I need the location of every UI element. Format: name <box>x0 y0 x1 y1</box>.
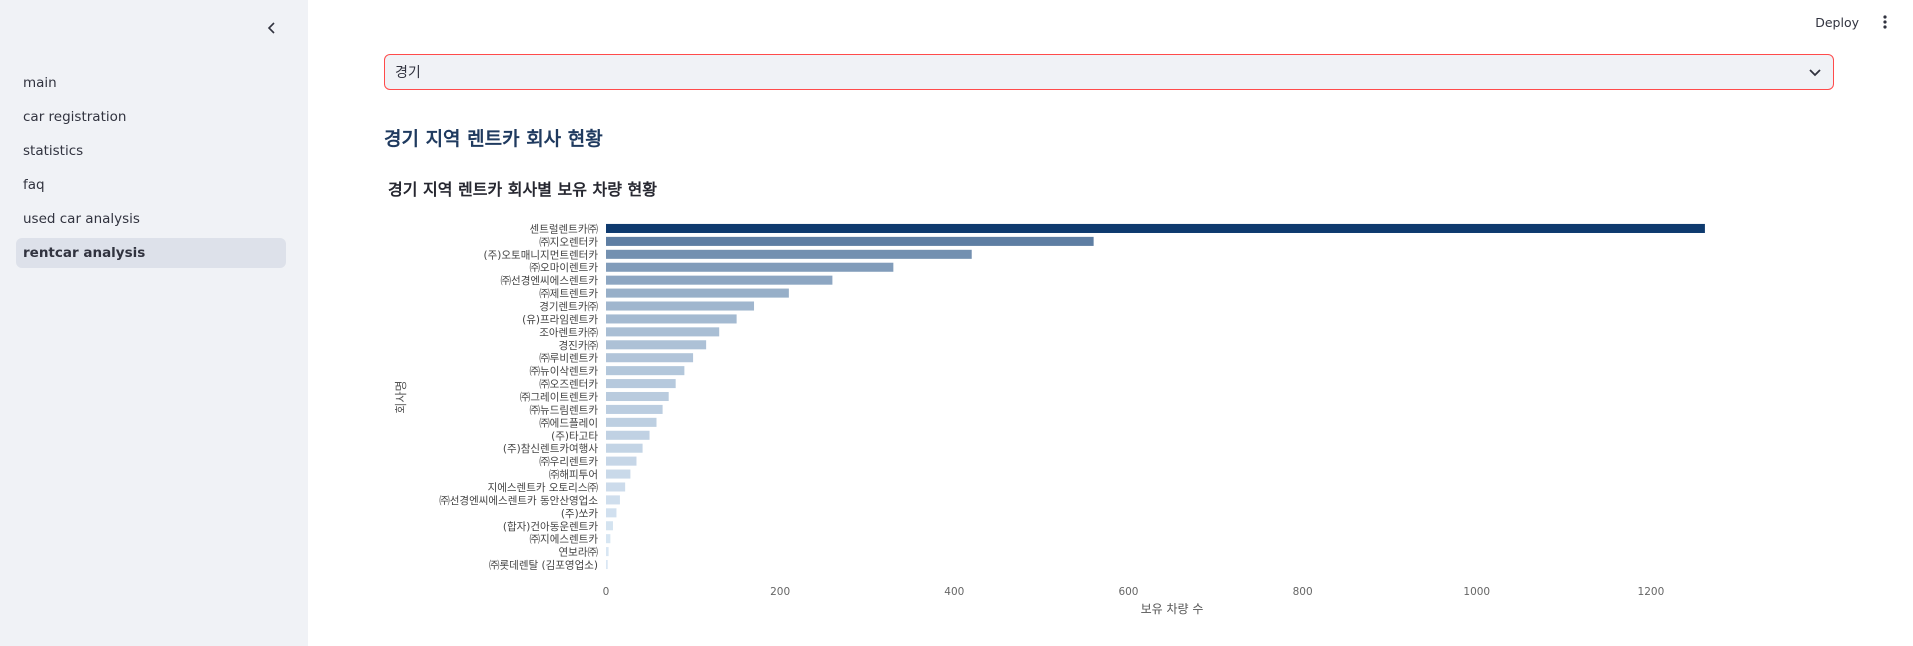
y-axis-title: 회사명 <box>394 380 408 413</box>
chart-title: 경기 지역 렌트카 회사별 보유 차량 현황 <box>388 180 657 199</box>
y-tick-label-24: ㈜지에스렌트카 <box>530 533 599 546</box>
sidebar-item-rentcar-analysis[interactable]: rentcar analysis <box>16 238 286 268</box>
bar-0 <box>606 223 1705 233</box>
sidebar-nav: main car registration statistics faq use… <box>16 68 286 272</box>
bar-3 <box>606 262 894 272</box>
chevron-left-icon <box>267 22 275 34</box>
bar-16 <box>606 430 650 440</box>
bar-19 <box>606 469 631 479</box>
bar-1 <box>606 236 1094 246</box>
x-tick-label-2: 400 <box>944 586 964 598</box>
sidebar-item-car-registration[interactable]: car registration <box>23 109 127 125</box>
y-tick-label-16: (주)타고타 <box>551 430 598 442</box>
region-select-input[interactable] <box>395 55 1775 89</box>
main-menu-button[interactable] <box>1877 12 1893 32</box>
y-tick-label-14: ㈜뉴드림렌트카 <box>530 403 599 416</box>
bar-24 <box>606 534 611 544</box>
vertical-dots-icon <box>1883 15 1887 29</box>
bar-26 <box>606 560 608 570</box>
y-tick-label-21: ㈜선경엔씨에스렌트카 동안산영업소 <box>439 494 598 507</box>
collapse-sidebar-button[interactable] <box>260 16 284 40</box>
sidebar-item-statistics[interactable]: statistics <box>23 143 84 159</box>
bar-7 <box>606 314 737 324</box>
top-bar: Deploy <box>1815 12 1893 32</box>
sidebar-item-used-car-analysis[interactable]: used car analysis <box>23 211 140 227</box>
y-tick-label-13: ㈜그레이트렌트카 <box>520 391 598 404</box>
bar-9 <box>606 340 707 350</box>
page-heading: 경기 지역 렌트카 회사 현황 <box>384 128 603 150</box>
bar-21 <box>606 495 620 505</box>
bar-13 <box>606 391 669 402</box>
sidebar-item-faq[interactable]: faq <box>23 177 45 193</box>
bar-17 <box>606 443 643 453</box>
y-tick-label-22: (주)쏘카 <box>561 508 599 520</box>
y-tick-label-2: (주)오토매니지먼트렌터카 <box>484 249 599 261</box>
x-tick-label-1: 200 <box>770 586 790 598</box>
bar-23 <box>606 521 613 531</box>
y-tick-label-26: ㈜롯데렌탈 (김포영업소) <box>489 559 598 572</box>
region-select[interactable] <box>384 54 1834 90</box>
bar-chart: 센트럴렌트카㈜㈜지오렌터카(주)오토매니지먼트렌터카㈜오마이렌트카㈜선경엔씨에스… <box>394 222 1705 616</box>
bar-10 <box>606 353 694 363</box>
x-tick-label-4: 800 <box>1293 586 1313 598</box>
y-tick-label-6: 경기렌트카㈜ <box>539 300 598 313</box>
y-tick-label-10: ㈜루비렌트카 <box>539 352 598 365</box>
x-tick-label-6: 1200 <box>1638 586 1665 598</box>
y-tick-label-15: ㈜에드플레이 <box>539 416 598 429</box>
deploy-button[interactable]: Deploy <box>1815 14 1859 30</box>
bar-11 <box>606 366 685 376</box>
sidebar: main car registration statistics faq use… <box>0 0 308 646</box>
bar-8 <box>606 327 720 337</box>
chevron-down-icon[interactable] <box>1807 64 1823 80</box>
main-content: Deploy 경기 지역 렌트카 회사 현황 경기 지역 렌트카 회사별 보유 … <box>308 0 1913 646</box>
y-tick-label-17: (주)참신렌트카여행사 <box>503 443 598 455</box>
y-tick-label-11: ㈜뉴이삭렌트카 <box>530 365 599 378</box>
bar-12 <box>606 379 676 389</box>
bar-18 <box>606 456 637 466</box>
y-tick-label-23: (합자)건아동운렌트카 <box>503 521 598 533</box>
bar-6 <box>606 301 755 311</box>
y-tick-label-0: 센트럴렌트카㈜ <box>530 222 599 235</box>
y-tick-label-19: ㈜해피투어 <box>549 468 598 481</box>
bar-15 <box>606 417 657 427</box>
y-tick-label-3: ㈜오마이렌트카 <box>530 261 599 274</box>
y-tick-label-4: ㈜선경엔씨에스렌트카 <box>501 274 599 287</box>
x-axis-title: 보유 차량 수 <box>1141 602 1204 616</box>
bar-25 <box>606 547 609 557</box>
y-tick-label-25: 연보라㈜ <box>559 546 599 559</box>
bar-5 <box>606 288 789 298</box>
y-tick-label-18: ㈜우리렌트카 <box>539 455 598 468</box>
x-tick-label-0: 0 <box>603 586 610 598</box>
bar-14 <box>606 404 663 414</box>
bar-4 <box>606 275 833 285</box>
sidebar-item-main[interactable]: main <box>23 75 57 91</box>
x-tick-label-5: 1000 <box>1463 586 1490 598</box>
bar-22 <box>606 508 617 518</box>
bar-2 <box>606 249 972 259</box>
y-tick-label-5: ㈜제트렌트카 <box>539 287 598 300</box>
y-tick-label-12: ㈜오즈렌터카 <box>539 378 598 391</box>
x-tick-label-3: 600 <box>1118 586 1138 598</box>
y-tick-label-20: 지에스렌트카 오토리스㈜ <box>488 481 599 494</box>
y-tick-label-9: 경진카㈜ <box>559 339 599 352</box>
y-tick-label-8: 조아렌트카㈜ <box>539 326 598 339</box>
bar-20 <box>606 482 626 492</box>
y-tick-label-1: ㈜지오렌터카 <box>539 235 598 248</box>
y-tick-label-7: (유)프라임렌트카 <box>522 313 598 326</box>
